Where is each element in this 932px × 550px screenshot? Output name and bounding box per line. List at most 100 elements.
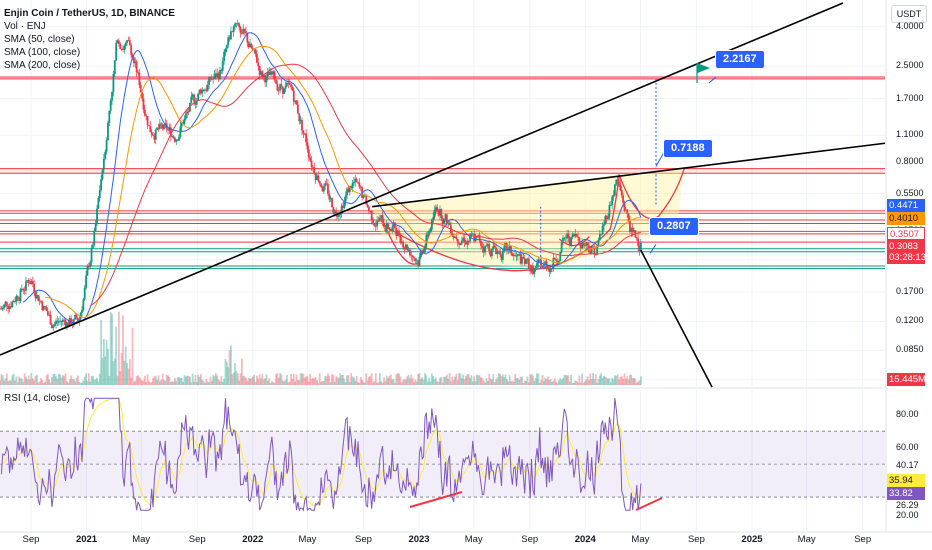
candle-body <box>205 89 208 91</box>
rsi-panel <box>0 387 885 512</box>
candle-body <box>78 319 81 322</box>
candle-body <box>70 318 72 324</box>
candle-body <box>424 246 426 253</box>
volume-bar <box>127 368 130 385</box>
volume-bar <box>98 373 101 385</box>
candle-body <box>484 245 486 253</box>
candle-body <box>0 308 3 310</box>
time-tick-label: Sep <box>22 534 40 545</box>
callout-target-high[interactable]: 2.2167 <box>716 51 764 68</box>
candle-body <box>406 244 409 250</box>
volume-bar <box>562 378 564 385</box>
volume-bar <box>567 375 570 385</box>
volume-bar <box>227 367 230 385</box>
trendlines[interactable] <box>0 2 886 388</box>
indicator-volume[interactable]: Vol · ENJ <box>4 21 46 32</box>
currency-button[interactable]: USDT <box>891 5 927 23</box>
volume-bar <box>122 315 124 385</box>
volume-bar <box>358 382 361 385</box>
volume-bar <box>305 376 307 385</box>
candle-body <box>264 75 266 83</box>
rsi-tag: 35.94 <box>887 474 925 487</box>
candle-body <box>35 295 38 299</box>
candle-body <box>294 100 297 102</box>
candle-body <box>322 186 325 192</box>
volume-bar <box>79 382 82 385</box>
volume-bar <box>331 374 333 385</box>
volume-bar <box>451 376 454 385</box>
volume-bar <box>459 373 462 385</box>
volume-bar <box>495 379 497 385</box>
volume-bar <box>627 379 630 385</box>
price-tick-label: 1.1000 <box>896 129 924 140</box>
candle-body <box>228 37 231 40</box>
volume-bar <box>276 373 279 385</box>
volume-bar <box>168 377 171 385</box>
volume-bar <box>174 378 176 385</box>
rsi-ma-line <box>0 398 642 507</box>
volume-bar <box>48 379 51 385</box>
candle-body <box>515 255 518 257</box>
volume-bar <box>210 381 213 385</box>
volume-bar <box>272 382 275 385</box>
candle-body <box>629 221 631 233</box>
indicator-sma-50[interactable]: SMA (50, close) <box>4 34 75 45</box>
volume-bar <box>325 376 328 385</box>
candle-body <box>366 204 369 208</box>
candle-body <box>447 222 450 224</box>
volume-bar <box>243 376 246 385</box>
candle-body <box>152 134 154 136</box>
candle-body <box>265 76 268 83</box>
candle-body <box>75 314 78 318</box>
candle-body <box>486 243 489 246</box>
candle-body <box>436 207 439 211</box>
candle-body <box>344 195 347 202</box>
candle-body <box>357 181 359 183</box>
volume-bar <box>68 379 71 385</box>
volume-bar <box>568 381 571 385</box>
candle-body <box>4 301 7 305</box>
volume-bar <box>481 378 484 385</box>
indicator-sma-100[interactable]: SMA (100, close) <box>4 47 81 58</box>
candle-body <box>325 183 328 185</box>
candle-body <box>571 234 574 237</box>
rsi-tick-label: 26.29 <box>896 500 919 510</box>
volume-bar <box>16 382 19 385</box>
volume-bar <box>527 382 530 385</box>
candle-body <box>94 223 97 231</box>
volume-bar <box>213 375 216 385</box>
volume-bar <box>78 381 81 385</box>
candle-body <box>601 225 604 234</box>
indicator-sma-200[interactable]: SMA (200, close) <box>4 60 81 71</box>
volume-bar <box>104 356 107 385</box>
volume-bar <box>15 376 18 385</box>
candle-body <box>594 254 597 256</box>
candle-body <box>575 233 578 237</box>
volume-bar <box>314 377 317 385</box>
candle-body <box>193 94 195 102</box>
candle-body <box>598 234 601 241</box>
candle-body <box>437 210 440 216</box>
volume-bar <box>432 376 435 385</box>
candle-body <box>331 198 333 208</box>
callout-current[interactable]: 0.2807 <box>650 218 698 235</box>
candle-body <box>143 109 146 116</box>
candle-body <box>34 291 37 299</box>
candle-body <box>506 243 508 251</box>
candle-body <box>83 287 86 300</box>
volume-bar <box>320 381 323 385</box>
volume-bar <box>350 373 353 385</box>
candle-body <box>547 267 549 269</box>
price-tag: 15.445M <box>887 373 926 386</box>
candle-body <box>455 236 458 239</box>
candle-body <box>227 37 230 46</box>
volume-bar <box>597 379 600 385</box>
volume-bar <box>448 373 451 385</box>
rsi-title[interactable]: RSI (14, close) <box>4 393 71 404</box>
callout-target-mid[interactable]: 0.7188 <box>664 140 712 157</box>
volume-bar <box>284 379 287 385</box>
candle-body <box>609 204 612 206</box>
volume-bar <box>618 379 620 385</box>
candle-body <box>12 301 15 303</box>
